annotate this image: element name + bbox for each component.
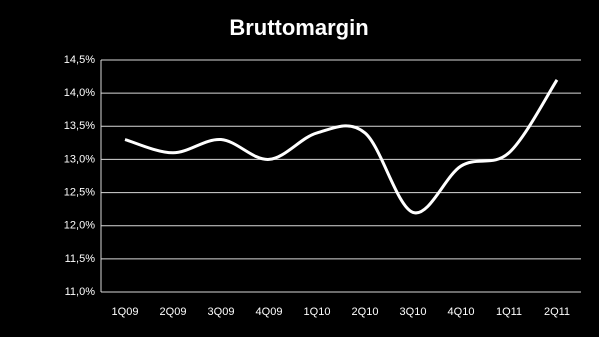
line xyxy=(124,79,559,215)
y-tick-label: 11,0% xyxy=(65,286,96,298)
x-tick-label: 2Q09 xyxy=(160,306,187,318)
x-tick-label: 2Q11 xyxy=(544,306,570,318)
x-tick-label: 4Q10 xyxy=(448,306,475,318)
x-tick-label: 2Q10 xyxy=(352,306,379,318)
x-tick-label: 4Q09 xyxy=(256,306,283,318)
y-tick-label: 13,0% xyxy=(64,153,95,165)
x-tick-label: 1Q10 xyxy=(304,306,331,318)
y-tick-label: 12,0% xyxy=(64,220,95,232)
chart-title: Bruttomargin xyxy=(229,15,368,40)
x-tick-label: 1Q11 xyxy=(496,306,522,318)
y-tick-label: 14,0% xyxy=(64,87,95,99)
x-tick-label: 3Q09 xyxy=(208,306,235,318)
x-tick-label: 3Q10 xyxy=(400,306,427,318)
y-tick-label: 14,5% xyxy=(64,54,95,66)
y-tick-label: 13,5% xyxy=(64,120,95,132)
y-tick-label: 11,5% xyxy=(65,253,96,265)
y-tick-label: 12,5% xyxy=(64,186,95,198)
x-tick-label: 1Q09 xyxy=(112,306,139,318)
